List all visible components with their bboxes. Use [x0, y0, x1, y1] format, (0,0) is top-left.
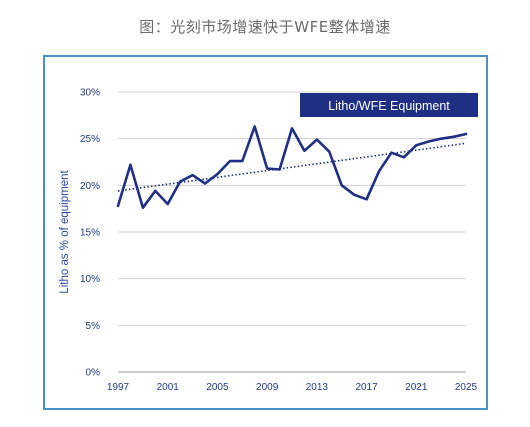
x-tick-label: 2009	[256, 382, 279, 393]
x-tick-label: 2005	[206, 382, 229, 393]
legend: Litho/WFE Equipment	[300, 93, 478, 117]
y-tick-label: 5%	[86, 321, 101, 332]
x-tick-labels: 1997 2001 2005 2009 2013 2017 2021 2025	[107, 382, 478, 393]
y-tick-label: 20%	[80, 181, 100, 192]
y-tick-label: 0%	[86, 368, 101, 379]
x-tick-label: 2001	[157, 382, 180, 393]
x-tick-label: 2013	[306, 382, 329, 393]
x-tick-label: 2025	[455, 382, 478, 393]
y-tick-labels: 0% 5% 10% 15% 20% 25% 30%	[80, 88, 100, 379]
gridlines	[118, 91, 466, 373]
y-tick-label: 25%	[80, 134, 100, 145]
chart-caption: 图：光刻市场增速快于WFE整体增速	[139, 18, 391, 36]
y-tick-label: 15%	[80, 228, 100, 239]
legend-box	[300, 93, 478, 117]
y-axis-label: Litho as % of equipment	[59, 170, 71, 294]
x-tick-label: 1997	[107, 382, 130, 393]
x-tick-label: 2021	[405, 382, 428, 393]
plot-area	[116, 125, 468, 209]
x-tick-label: 2017	[355, 382, 378, 393]
legend-label: Litho/WFE Equipment	[328, 99, 450, 113]
y-tick-label: 10%	[80, 274, 100, 285]
trendline	[117, 142, 467, 192]
y-tick-label: 30%	[80, 88, 100, 99]
